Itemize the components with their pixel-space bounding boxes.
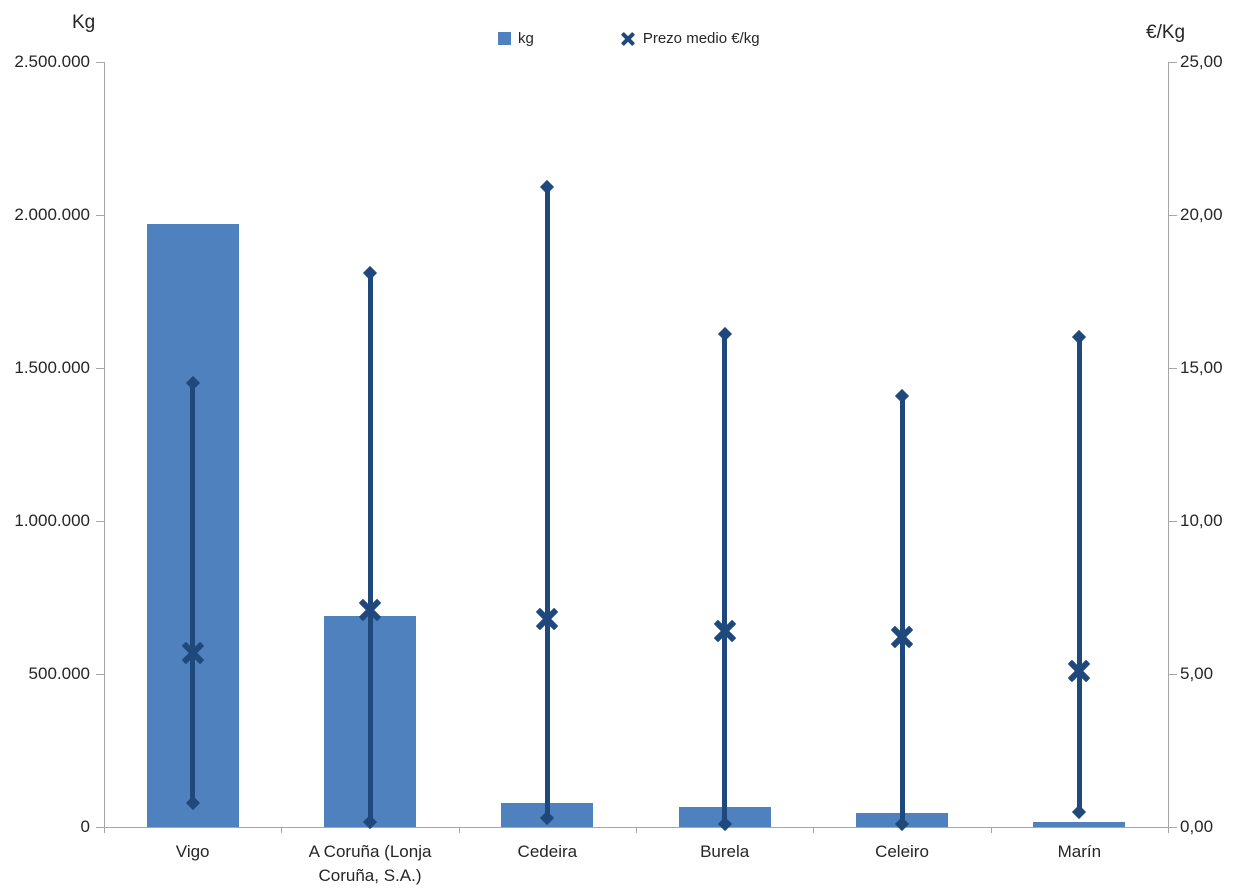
right-axis-tick-label: 15,00 [1180,358,1223,377]
left-axis-tick-label: 2.500.000 [14,52,90,71]
legend: kg Prezo medio €/kg [498,30,760,47]
right-axis-tick [1169,827,1177,828]
kg-series-swatch-icon [498,32,511,45]
right-axis-tick-label: 25,00 [1180,52,1223,71]
left-axis-tick-label: 2.000.000 [14,205,90,224]
left-axis-tick [96,674,104,675]
legend-item-kg: kg [498,30,534,47]
price-max-marker [717,327,732,342]
left-axis-tick-label: 1.500.000 [14,358,90,377]
price-max-marker [540,180,555,195]
x-axis-tick [636,827,637,833]
left-axis-tick-label: 1.000.000 [14,511,90,530]
right-axis-tick-label: 20,00 [1180,205,1223,224]
price-avg-marker [534,606,560,632]
legend-label-prezo-medio: Prezo medio €/kg [642,30,760,47]
price-range-line [544,187,550,818]
x-axis-tick [813,827,815,833]
price-max-marker [894,388,910,403]
x-marker-icon [620,31,636,47]
price-range-line [190,383,196,803]
left-axis-title: Kg [72,12,96,33]
x-axis-tick [990,827,992,833]
left-axis-tick [96,62,104,63]
category-label: Celeiro [875,842,929,861]
category-label: Burela [700,842,750,861]
right-axis-tick [1169,62,1177,63]
price-max-marker [362,266,378,281]
right-axis-tick-label: 0,00 [1180,817,1214,836]
legend-label-kg: kg [518,30,534,47]
right-axis-title: €/Kg [1146,22,1186,43]
x-axis-tick [1168,827,1169,833]
left-axis-tick-label: 0 [80,817,90,836]
right-axis-line [1168,62,1169,827]
right-axis-tick [1169,215,1177,216]
right-axis-tick [1169,521,1177,522]
left-axis-tick-label: 500.000 [28,664,90,683]
price-avg-marker [712,618,738,644]
price-range-line [367,273,373,823]
price-range-line [722,334,728,824]
price-range-line [899,395,905,824]
category-label: Marín [1057,842,1102,861]
kg-bar [1033,822,1126,827]
left-axis-tick [96,215,104,216]
left-axis-tick [96,368,104,369]
x-axis-tick [104,827,105,833]
left-axis-tick [96,827,104,828]
right-axis-tick-label: 10,00 [1180,511,1223,530]
price-range-line [1076,337,1082,812]
price-max-marker [1072,330,1087,345]
category-label: Cedeira [517,842,578,861]
left-axis-line [104,62,105,827]
price-min-marker [1072,804,1087,819]
right-axis-tick [1169,674,1177,675]
price-avg-marker [180,640,206,666]
price-avg-marker [1066,658,1092,684]
right-axis-tick-label: 5,00 [1180,664,1214,683]
right-axis-tick [1169,368,1177,369]
price-avg-marker [889,624,915,650]
category-label: A Coruña (Lonja Coruña, S.A.) [308,842,432,885]
left-axis-tick [96,521,104,522]
x-axis-tick [458,827,460,833]
x-axis-tick [281,827,283,833]
category-label: Vigo [175,842,210,861]
legend-item-prezo-medio: Prezo medio €/kg [620,30,760,47]
price-avg-marker [357,597,383,623]
